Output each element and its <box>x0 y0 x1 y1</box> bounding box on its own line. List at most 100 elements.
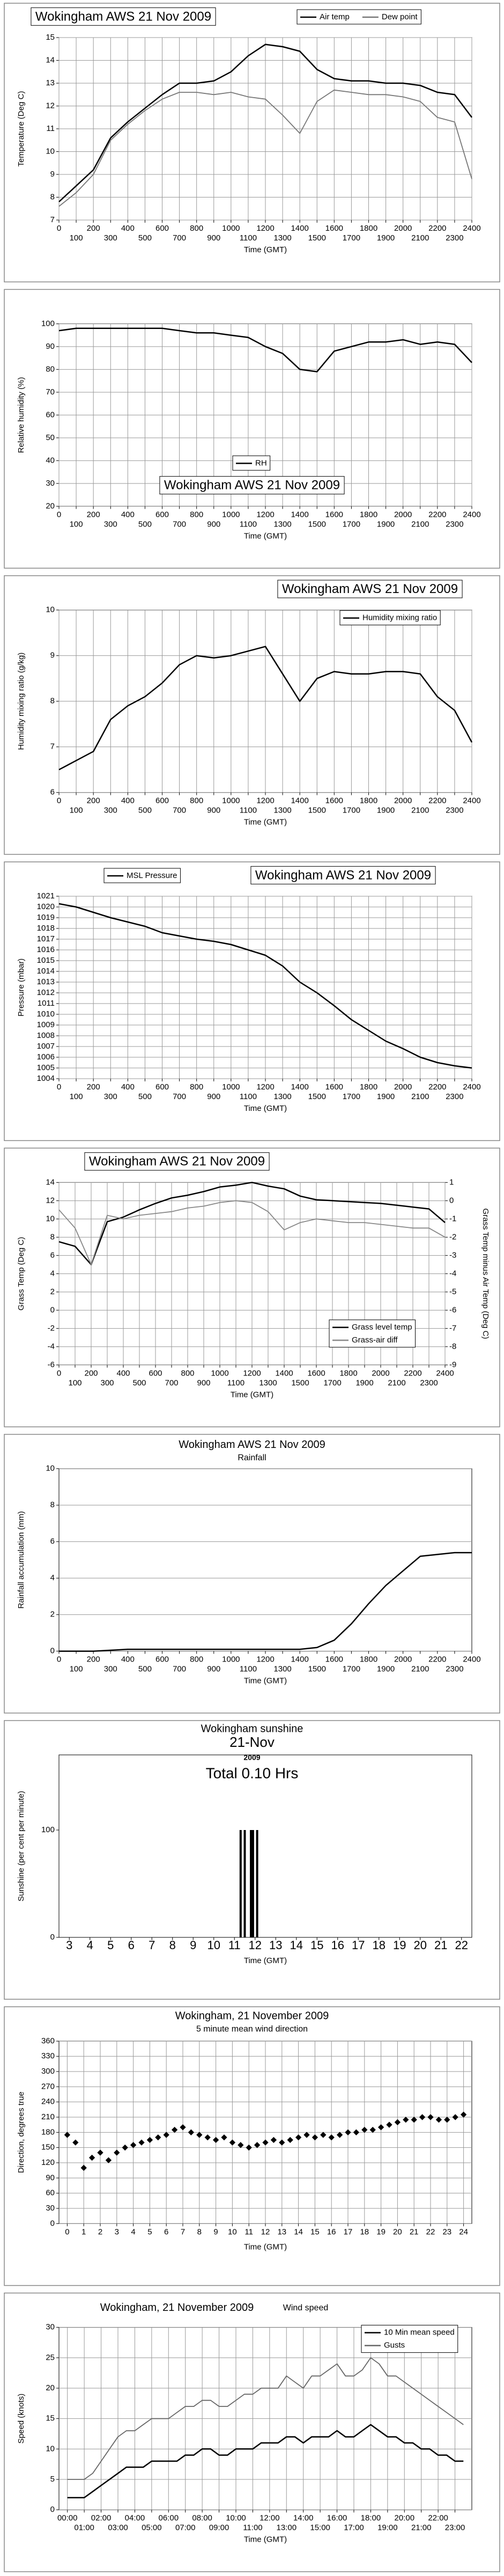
x-tick-label: 22:00 <box>428 2514 448 2523</box>
x-tick-label: 24 <box>459 2227 468 2236</box>
point <box>353 2129 360 2135</box>
annotation: 2009 <box>243 1753 260 1762</box>
plot-area <box>58 1754 472 1938</box>
x-tick-label: 6 <box>164 2227 168 2236</box>
x-tick-label: 2400 <box>463 796 480 806</box>
y-axis-label: Temperature (Deg C) <box>17 91 26 167</box>
plot-area <box>58 1468 472 1652</box>
x-tick-label: 23:00 <box>445 2523 465 2533</box>
y-tick-label: 8 <box>50 1501 55 1510</box>
x-tick-label: 800 <box>190 796 203 806</box>
point <box>238 2142 244 2148</box>
x-tick-label: 1300 <box>273 806 291 815</box>
x-tick-label: 2400 <box>436 1368 454 1378</box>
x-tick-label: 200 <box>87 1082 100 1092</box>
point <box>270 2136 277 2143</box>
x-tick-label: 2200 <box>428 224 446 233</box>
chart-title: Wokingham, 21 November 2009 <box>100 2302 254 2314</box>
x-tick-label: 400 <box>121 224 135 233</box>
x-tick-label: 2300 <box>446 1092 463 1101</box>
x-tick-label: 22 <box>455 1938 468 1952</box>
y-tick-label: 0 <box>50 1933 55 1942</box>
point <box>336 2132 343 2138</box>
x-tick-label: 300 <box>104 519 117 529</box>
x-tick-label: 19:00 <box>377 2523 398 2533</box>
y-tick-label: 8 <box>50 697 55 706</box>
y-tick-label: 2 <box>50 1610 55 1619</box>
legend-label: Gusts <box>384 2341 405 2350</box>
y-tick-label: 1011 <box>38 999 55 1008</box>
point <box>72 2139 79 2146</box>
point <box>403 2117 409 2123</box>
point <box>254 2142 261 2148</box>
x-tick-label: 0 <box>57 510 61 519</box>
y-tick-label: 9 <box>50 651 55 660</box>
y-tick-label: 11 <box>46 124 55 133</box>
y-tick-label: 1018 <box>37 924 55 933</box>
x-tick-label: 1600 <box>325 1082 343 1092</box>
y-tick-label: 100 <box>41 1825 55 1834</box>
point <box>345 2129 351 2135</box>
x-tick-label: 1300 <box>273 519 291 529</box>
point <box>188 2129 195 2135</box>
legend-label: Air temp <box>320 12 350 21</box>
point <box>97 2149 103 2156</box>
x-tick-label: 700 <box>173 519 186 529</box>
x-tick-label: 2000 <box>394 1082 412 1092</box>
x-tick-label: 1200 <box>256 1655 274 1664</box>
y-tick-label: 5 <box>50 2475 55 2484</box>
y-tick-label: 1020 <box>37 902 55 911</box>
y-axis-label: Pressure (mbar) <box>17 958 26 1016</box>
x-tick-label: 18:00 <box>361 2514 381 2523</box>
x-tick-label: 11 <box>244 2227 253 2236</box>
x-tick-label: 900 <box>207 519 220 529</box>
x-tick-label: 400 <box>121 510 135 519</box>
x-tick-label: 3 <box>115 2227 119 2236</box>
x-tick-label: 2100 <box>411 806 429 815</box>
x-tick-label: 2100 <box>388 1378 405 1387</box>
point <box>295 2134 302 2141</box>
y-tick-label: 1010 <box>37 1009 55 1019</box>
x-tick-label: 300 <box>104 1665 117 1674</box>
x-tick-label: 1100 <box>240 519 257 529</box>
x-tick-label: 10 <box>207 1938 220 1952</box>
x-tick-label: 600 <box>155 796 169 806</box>
x-tick-label: 03:00 <box>108 2523 128 2533</box>
x-axis-label: Time (GMT) <box>244 1956 287 1965</box>
x-tick-label: 2100 <box>411 519 429 529</box>
x-tick-label: 200 <box>87 510 100 519</box>
point <box>312 2134 318 2141</box>
x-tick-label: 0 <box>57 1368 61 1378</box>
x-tick-label: 21:00 <box>411 2523 432 2533</box>
series-line <box>67 2357 464 2480</box>
x-tick-label: 7 <box>149 1938 155 1952</box>
legend-label: Grass level temp <box>352 1322 412 1331</box>
series-line <box>58 1200 446 1265</box>
x-tick-label: 1500 <box>291 1378 309 1387</box>
y2-tick-label: -2 <box>449 1232 456 1241</box>
y-tick-label: 80 <box>46 364 55 374</box>
y-tick-label: 6 <box>50 1250 55 1260</box>
x-tick-label: 600 <box>155 1082 169 1092</box>
x-tick-label: 400 <box>116 1368 130 1378</box>
x-tick-label: 1000 <box>222 796 240 806</box>
series-line <box>58 89 472 207</box>
x-tick-label: 1400 <box>291 1082 308 1092</box>
y2-tick-label: -3 <box>449 1250 456 1260</box>
point <box>229 2139 236 2146</box>
y-tick-label: 30 <box>46 479 55 488</box>
x-tick-label: 2200 <box>428 1655 446 1664</box>
x-tick-label: 2200 <box>428 1082 446 1092</box>
title-box <box>84 1152 270 1171</box>
x-tick-label: 2000 <box>394 1655 412 1664</box>
x-axis-label: Time (GMT) <box>244 1677 287 1686</box>
point <box>460 2111 467 2118</box>
y-tick-label: 1012 <box>37 988 55 997</box>
x-tick-label: 1500 <box>308 1665 326 1674</box>
y-tick-label: 40 <box>46 456 55 465</box>
x-tick-label: 1600 <box>325 796 343 806</box>
x-tick-label: 13:00 <box>277 2523 297 2533</box>
x-tick-label: 21 <box>410 2227 419 2236</box>
x-tick-label: 700 <box>173 233 186 243</box>
y-tick-label: 1021 <box>37 891 55 901</box>
